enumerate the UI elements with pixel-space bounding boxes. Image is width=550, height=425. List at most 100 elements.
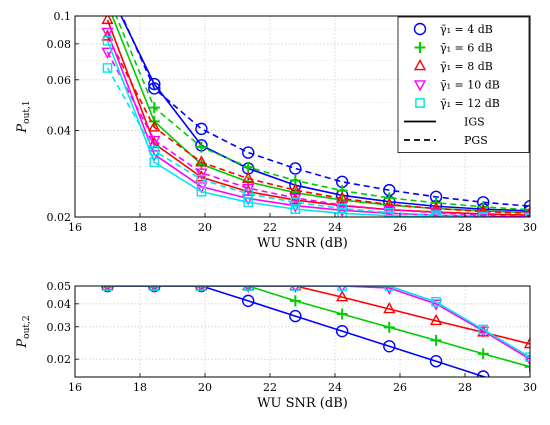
data-point-igs (290, 204, 301, 214)
x-tick-label: 28 (458, 381, 472, 394)
data-point-igs (197, 286, 206, 293)
x-axis-label: WU SNR (dB) (257, 396, 348, 411)
x-tick-label: 18 (133, 221, 147, 234)
series-line-igs (107, 286, 530, 368)
y-tick-label: 0.02 (47, 211, 72, 224)
series-line-igs (120, 16, 530, 212)
data-point-pgs (383, 205, 396, 217)
legend-entry: γ̄₁ = 10 dB (413, 79, 500, 92)
chart-top: 16 18 20 22 24 26 28 30 0.02 0.04 0.06 0.08 0.1 WU SN… (15, 10, 537, 251)
y-axis-label-main: P (15, 339, 30, 349)
y-tick-label: 0.05 (47, 280, 72, 293)
legend-marker (414, 42, 426, 53)
data-point-pgs (429, 208, 443, 217)
data-point-igs (289, 295, 301, 307)
data-point-pgs (289, 162, 302, 175)
y-axis-label-main: P (15, 124, 30, 134)
legend-label: PGS (464, 134, 488, 147)
data-point-igs (477, 348, 489, 360)
data-point-pgs (101, 29, 114, 41)
y-tick-label: 0.04 (47, 124, 72, 137)
data-point-igs (291, 286, 300, 293)
data-point-pgs (290, 197, 301, 208)
data-point-pgs (195, 168, 208, 180)
legend-entry: γ̄₁ = 12 dB (415, 97, 500, 110)
y-tick-label: 0.08 (47, 38, 72, 51)
y-tick-label: 0.04 (47, 298, 72, 311)
data-point-igs (243, 286, 254, 291)
data-point-igs (150, 286, 159, 293)
x-axis-label: WU SNR (dB) (257, 236, 348, 251)
y-tick-label: 0.03 (47, 321, 72, 334)
data-point-igs (383, 209, 396, 217)
series-line-pgs (106, 35, 530, 215)
data-point-igs (523, 354, 530, 367)
y-tick-label: 0.06 (47, 74, 72, 87)
data-point-igs (337, 208, 347, 217)
data-point-igs (149, 157, 160, 168)
data-point-igs (196, 186, 207, 197)
data-point-igs (478, 324, 489, 335)
legend-marker (413, 22, 427, 36)
x-tick-label: 16 (68, 381, 82, 394)
y-tick-label: 0.02 (47, 353, 72, 366)
data-point-igs (429, 299, 443, 311)
data-point-pgs (242, 146, 255, 159)
data-point-igs (289, 309, 302, 323)
data-point-igs (336, 206, 349, 217)
data-point-pgs (148, 120, 161, 132)
legend-entry: IGS (404, 116, 485, 129)
legend-label: γ̄₁ = 6 dB (440, 42, 493, 55)
data-point-igs (525, 352, 530, 363)
data-point-igs (383, 302, 396, 314)
legend-label: γ̄₁ = 12 dB (440, 97, 500, 110)
data-point-pgs (148, 135, 161, 148)
legend-entry: γ̄₁ = 8 dB (413, 59, 493, 73)
series-line-igs (107, 286, 530, 345)
series-line-igs (106, 19, 530, 216)
legend-label: γ̄₁ = 4 dB (440, 23, 493, 36)
grid (74, 285, 531, 377)
series-4 (102, 286, 530, 363)
x-tick-label: 28 (458, 221, 472, 234)
series-line-igs (107, 286, 530, 358)
data-point-igs (384, 210, 395, 217)
legend-label: γ̄₁ = 10 dB (440, 79, 500, 92)
data-point-igs (103, 286, 112, 293)
x-tick-label: 24 (328, 381, 342, 394)
data-point-igs (338, 286, 346, 293)
legend-marker (415, 98, 425, 108)
data-point-pgs (524, 204, 530, 216)
data-point-igs (383, 340, 396, 353)
x-tick-label: 26 (393, 221, 407, 234)
series-layer (101, 16, 530, 217)
legend-label: IGS (464, 116, 485, 129)
series-line-pgs (115, 16, 530, 211)
data-point-pgs (101, 47, 114, 59)
data-point-pgs (289, 193, 302, 205)
data-point-igs (337, 286, 347, 291)
legend: γ̄₁ = 4 dB γ̄₁ = 6 dB γ̄₁ = 8 dB γ̄₁ = 10 d… (397, 16, 530, 153)
x-tick-label: 24 (328, 221, 342, 234)
legend-label: γ̄₁ = 8 dB (440, 60, 493, 73)
legend-entry: γ̄₁ = 6 dB (414, 42, 493, 55)
data-point-igs (242, 294, 255, 308)
data-point-igs (101, 16, 114, 25)
data-point-igs (102, 286, 113, 291)
data-point-pgs (242, 171, 255, 183)
data-point-pgs (102, 63, 113, 73)
data-point-igs (195, 170, 208, 182)
legend-entry: γ̄₁ = 4 dB (413, 22, 493, 36)
data-point-igs (429, 313, 443, 326)
x-tick-label: 20 (198, 221, 212, 234)
legend-entry: PGS (404, 134, 488, 147)
series-layer (101, 286, 530, 377)
y-axis-label: Pout,1 (15, 100, 32, 133)
data-point-pgs (195, 155, 208, 167)
axes-frame (74, 285, 531, 378)
legend-marker (413, 80, 427, 92)
axes-frame (74, 15, 531, 218)
data-point-igs (383, 321, 395, 333)
data-point-pgs (243, 188, 254, 199)
data-point-igs (244, 286, 253, 293)
